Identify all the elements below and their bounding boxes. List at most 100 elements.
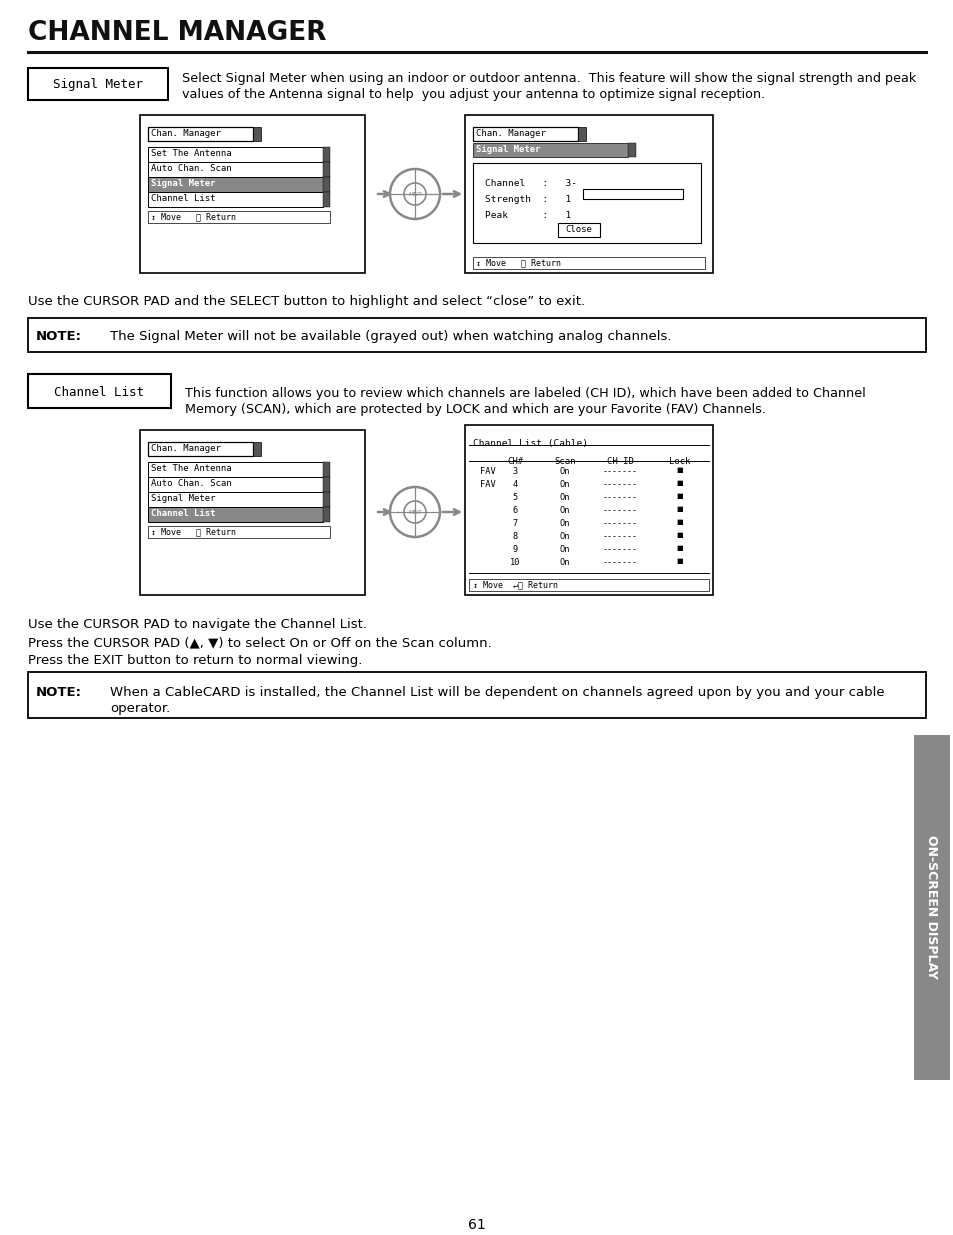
Bar [148,462,323,477]
Text: The Signal Meter will not be available (grayed out) when watching analog channel: The Signal Meter will not be available (… [110,330,671,343]
Text: ■: ■ [676,493,682,499]
Bar [323,492,330,508]
Text: -------: ------- [602,493,637,501]
Text: Set The Antenna: Set The Antenna [151,149,232,158]
Text: ↕ Move   Ⓟ Return: ↕ Move Ⓟ Return [151,527,235,536]
Text: On: On [559,480,570,489]
Bar [323,191,330,207]
Text: ON-SCREEN DISPLAY: ON-SCREEN DISPLAY [924,835,938,979]
Text: Press the CURSOR PAD (▲, ▼) to select On or Off on the Scan column.: Press the CURSOR PAD (▲, ▼) to select On… [28,636,491,650]
Text: Set The Antenna: Set The Antenna [151,464,232,473]
Text: On: On [559,519,570,529]
Bar [323,508,330,522]
Text: When a CableCARD is installed, the Channel List will be dependent on channels ag: When a CableCARD is installed, the Chann… [110,685,883,699]
Bar [913,735,949,1079]
Text: Use the CURSOR PAD to navigate the Channel List.: Use the CURSOR PAD to navigate the Chann… [28,618,367,631]
Bar [253,127,261,141]
Text: 7: 7 [512,519,517,529]
Text: Memory (SCAN), which are protected by LOCK and which are your Favorite (FAV) Cha: Memory (SCAN), which are protected by LO… [185,403,765,416]
Text: 8: 8 [512,532,517,541]
Text: This function allows you to review which channels are labeled (CH ID), which hav: This function allows you to review which… [185,387,864,400]
Text: Channel List: Channel List [54,387,144,399]
Text: MNT: MNT [408,191,421,196]
Text: 61: 61 [468,1218,485,1233]
Text: 10: 10 [509,558,519,567]
Text: Auto Chan. Scan: Auto Chan. Scan [151,164,232,173]
Text: Auto Chan. Scan: Auto Chan. Scan [151,479,232,488]
Bar [578,127,585,141]
Bar [627,143,636,157]
Text: On: On [559,532,570,541]
Bar [148,211,330,224]
Text: ■: ■ [676,506,682,513]
Bar [323,162,330,177]
Bar [323,462,330,477]
Bar [28,374,171,408]
Text: ■: ■ [676,532,682,538]
Text: ■: ■ [676,480,682,487]
Text: values of the Antenna signal to help  you adjust your antenna to optimize signal: values of the Antenna signal to help you… [182,88,764,101]
Text: On: On [559,467,570,475]
Text: -------: ------- [602,558,637,567]
Text: ↕ Move  ↵Ⓟ Return: ↕ Move ↵Ⓟ Return [473,580,558,589]
Bar [148,127,253,141]
Text: CHANNEL MANAGER: CHANNEL MANAGER [28,20,326,46]
Text: Channel List (Cable): Channel List (Cable) [473,438,587,448]
Text: MNT: MNT [408,510,421,515]
Text: Select Signal Meter when using an indoor or outdoor antenna.  This feature will : Select Signal Meter when using an indoor… [182,72,915,85]
Bar [464,425,712,595]
Bar [140,115,365,273]
Text: -------: ------- [602,506,637,515]
Text: CH#: CH# [506,457,522,466]
Text: On: On [559,493,570,501]
Text: Chan. Manager: Chan. Manager [151,128,221,138]
Text: Channel   :   3-: Channel : 3- [484,179,577,188]
Bar [323,147,330,162]
Bar [473,257,704,269]
Text: 5: 5 [512,493,517,501]
Text: Scan: Scan [554,457,576,466]
Text: Signal Meter: Signal Meter [53,78,143,91]
Bar [323,477,330,492]
Text: On: On [559,506,570,515]
Text: FAV: FAV [479,480,496,489]
Text: On: On [559,558,570,567]
Bar [148,442,253,456]
Text: Channel List: Channel List [151,194,215,203]
Text: Signal Meter: Signal Meter [151,494,215,503]
Bar [473,163,700,243]
Bar [464,115,712,273]
Text: On: On [559,545,570,555]
Text: ■: ■ [676,467,682,473]
Text: -------: ------- [602,545,637,555]
Text: Chan. Manager: Chan. Manager [151,445,221,453]
Text: operator.: operator. [110,701,170,715]
Bar [28,317,925,352]
Text: ■: ■ [676,519,682,525]
Text: NOTE:: NOTE: [36,685,82,699]
Text: Chan. Manager: Chan. Manager [476,128,545,138]
Bar [148,147,323,162]
Text: 9: 9 [512,545,517,555]
Bar [148,177,323,191]
Bar [28,68,168,100]
Text: Lock: Lock [669,457,690,466]
Bar [148,477,323,492]
Bar [148,492,323,508]
Text: ↕ Move   Ⓟ Return: ↕ Move Ⓟ Return [476,258,560,267]
Bar [148,508,323,522]
Text: -------: ------- [602,467,637,475]
Bar [473,143,627,157]
Text: 4: 4 [512,480,517,489]
Bar [148,162,323,177]
Text: Peak      :   1: Peak : 1 [484,211,571,220]
Bar [582,189,682,199]
Text: Press the EXIT button to return to normal viewing.: Press the EXIT button to return to norma… [28,655,362,667]
Bar [323,177,330,191]
Text: Strength  :   1: Strength : 1 [484,195,571,204]
Text: ↕ Move   Ⓟ Return: ↕ Move Ⓟ Return [151,212,235,221]
Text: 6: 6 [512,506,517,515]
Text: Use the CURSOR PAD and the SELECT button to highlight and select “close” to exit: Use the CURSOR PAD and the SELECT button… [28,295,584,308]
Text: -------: ------- [602,519,637,529]
Bar [148,526,330,538]
